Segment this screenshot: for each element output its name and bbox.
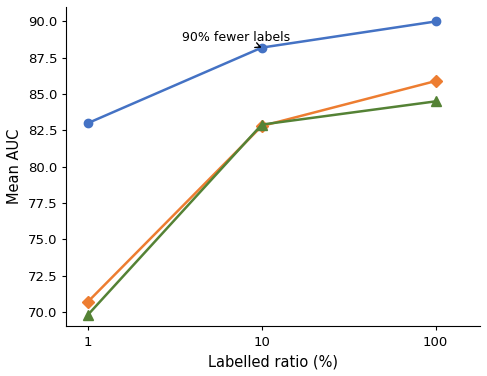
Model Genesis — [433, 79, 439, 83]
Model Genesis — [259, 124, 265, 128]
REFERS — [85, 121, 91, 125]
ImageNet — [433, 99, 439, 104]
REFERS — [433, 19, 439, 24]
Text: 90% fewer labels: 90% fewer labels — [183, 31, 291, 47]
Line: ImageNet: ImageNet — [83, 97, 441, 320]
ImageNet — [259, 122, 265, 127]
Line: Model Genesis: Model Genesis — [84, 77, 440, 306]
X-axis label: Labelled ratio (%): Labelled ratio (%) — [208, 354, 338, 369]
ImageNet — [85, 312, 91, 317]
Y-axis label: Mean AUC: Mean AUC — [7, 129, 22, 205]
Model Genesis — [85, 300, 91, 304]
REFERS — [259, 45, 265, 50]
Line: REFERS: REFERS — [84, 17, 440, 127]
